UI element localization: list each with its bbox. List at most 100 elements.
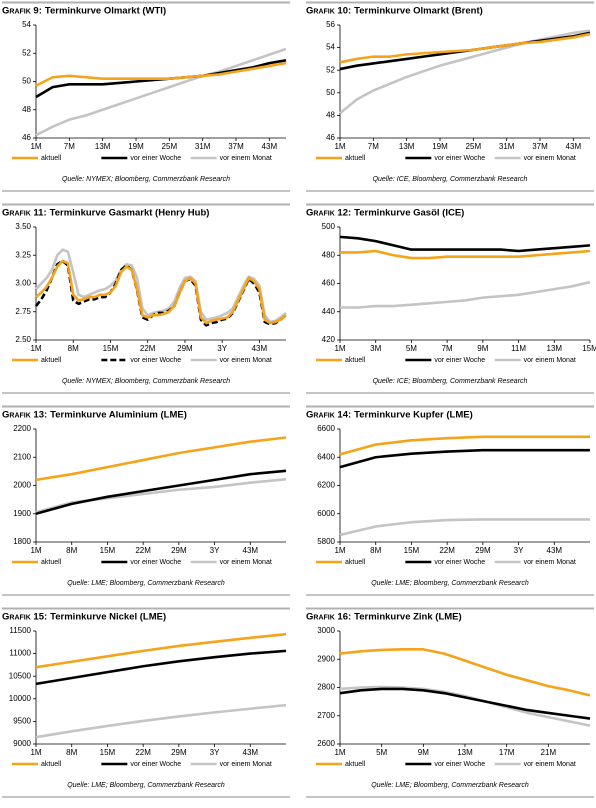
series-line (339, 448, 590, 469)
series-line (339, 687, 591, 720)
y-tick-label: 2700 (317, 711, 335, 720)
chart: Grafik 10: Terminkurve Olmarkt (Brent) 46 4… (306, 1, 594, 192)
y-tick-label: 11000 (9, 649, 31, 658)
x-tick-label: 22M (135, 546, 151, 555)
y-tick-label: 2.75 (15, 307, 31, 316)
x-tick-label: 19M (128, 142, 144, 151)
chart-label: Grafik 15: (2, 612, 47, 623)
y-tick-label: 52 (326, 65, 335, 74)
x-tick-label: 15M (100, 748, 116, 757)
legend-label: aktuell (41, 155, 62, 162)
legend-label: vor einer Woche (434, 559, 485, 566)
series-line (340, 280, 591, 309)
y-tick-label: 2600 (317, 739, 335, 748)
source-note: Quelle: LME; Bloomberg, Commerzbank Rese… (67, 580, 225, 587)
legend-label: vor einer Woche (434, 761, 485, 768)
x-tick-label: 15M (582, 344, 596, 353)
source-note: Quelle: ICE, Bloomberg, Commerzbank Rese… (373, 176, 528, 183)
x-tick-label: 9M (477, 344, 488, 353)
y-tick-label: 1800 (13, 537, 31, 546)
chart-title: Terminkurve Nickel (LME) (50, 612, 166, 623)
series-line (35, 477, 287, 514)
legend-label: aktuell (345, 761, 366, 768)
x-tick-label: 1M (30, 344, 41, 353)
legend-label: vor einem Monat (220, 155, 272, 162)
y-tick-label: 5800 (317, 537, 335, 546)
x-tick-label: 43M (252, 344, 268, 353)
chart: Grafik 14: Terminkurve Kupfer (LME) 5800 60… (306, 405, 594, 596)
y-tick-label: 3000 (317, 626, 335, 635)
y-tick-label: 6600 (317, 424, 335, 433)
y-tick-label: 3.00 (15, 279, 31, 288)
x-tick-label: 7M (442, 344, 453, 353)
series-line (35, 436, 287, 482)
x-tick-label: 15M (103, 344, 119, 353)
x-tick-label: 3M (370, 344, 381, 353)
chart-label: Grafik 10: (306, 6, 351, 17)
legend-label: aktuell (41, 761, 62, 768)
x-tick-label: 43M (243, 546, 259, 555)
x-tick-label: 9M (418, 748, 429, 757)
y-tick-label: 2900 (317, 654, 335, 663)
y-tick-label: 46 (326, 133, 335, 142)
chart: Grafik 12: Terminkurve Gasöl (ICE) 420 440 4… (306, 203, 596, 394)
x-tick-label: 22M (135, 748, 151, 757)
x-tick-label: 1M (30, 142, 41, 151)
chart: Grafik 15: Terminkurve Nickel (LME) 9000 95… (2, 607, 290, 798)
legend-label: vor einem Monat (220, 559, 272, 566)
legend-label: aktuell (41, 357, 62, 364)
x-tick-label: 8M (370, 546, 381, 555)
x-tick-label: 37M (228, 142, 244, 151)
x-tick-label: 29M (171, 546, 187, 555)
x-tick-label: 37M (532, 142, 548, 151)
source-note: Quelle: ICE; Bloomberg, Commerzbank Rese… (373, 378, 528, 385)
y-tick-label: 6400 (317, 452, 335, 461)
y-tick-label: 6200 (317, 481, 335, 490)
y-tick-label: 48 (326, 111, 335, 120)
series-line (339, 518, 590, 537)
y-tick-label: 54 (22, 20, 31, 29)
y-tick-label: 3.25 (15, 250, 31, 259)
legend-label: vor einem Monat (524, 559, 576, 566)
x-tick-label: 43M (566, 142, 582, 151)
y-tick-label: 460 (322, 279, 336, 288)
y-tick-label: 50 (326, 88, 335, 97)
x-tick-label: 7M (368, 142, 379, 151)
chart: Grafik 13: Terminkurve Aluminium (LME) 180… (2, 405, 290, 596)
chart-label: Grafik 11: (2, 208, 47, 219)
x-tick-label: 13M (95, 142, 111, 151)
x-tick-label: 43M (243, 748, 259, 757)
series-line (35, 649, 287, 686)
y-tick-label: 440 (322, 307, 336, 316)
legend-label: vor einem Monat (524, 155, 576, 162)
legend-label: vor einer Woche (434, 155, 485, 162)
source-note: Quelle: LME; Bloomberg, Commerzbank Rese… (67, 782, 225, 789)
x-tick-label: 15M (100, 546, 116, 555)
chart-title: Terminkurve Zink (LME) (354, 612, 462, 623)
x-tick-label: 8M (68, 344, 79, 353)
y-tick-label: 1900 (13, 509, 31, 518)
y-tick-label: 10500 (9, 671, 32, 680)
y-tick-label: 9500 (13, 717, 31, 726)
chart-label: Grafik 14: (306, 410, 351, 421)
x-tick-label: 19M (432, 142, 448, 151)
chart-title: Terminkurve Olmarkt (WTI) (45, 6, 166, 17)
x-tick-label: 1M (334, 546, 345, 555)
source-note: Quelle: LME; Bloomberg, Commerzbank Rese… (371, 782, 529, 789)
x-tick-label: 22M (439, 546, 455, 555)
series-line (35, 61, 287, 87)
chart-label: Grafik 12: (306, 208, 351, 219)
series-line (34, 259, 287, 327)
x-tick-label: 5M (406, 344, 417, 353)
x-tick-label: 25M (466, 142, 482, 151)
x-tick-label: 8M (66, 748, 77, 757)
x-tick-label: 8M (66, 546, 77, 555)
legend-label: vor einem Monat (220, 357, 272, 364)
y-tick-label: 500 (322, 222, 336, 231)
series-line (339, 685, 591, 727)
series-line (35, 259, 287, 325)
x-tick-label: 29M (177, 344, 193, 353)
x-tick-label: 17M (499, 748, 515, 757)
legend-label: vor einer Woche (130, 155, 181, 162)
